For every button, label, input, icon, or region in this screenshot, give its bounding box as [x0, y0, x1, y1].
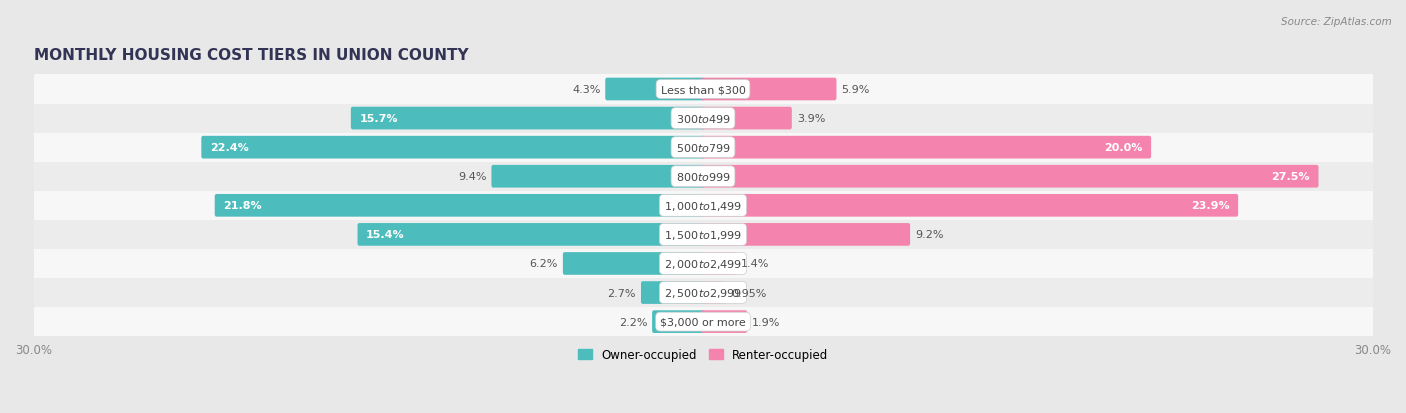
Text: $800 to $999: $800 to $999: [675, 171, 731, 183]
FancyBboxPatch shape: [702, 166, 1319, 188]
FancyBboxPatch shape: [11, 104, 1395, 133]
FancyBboxPatch shape: [702, 195, 1239, 217]
FancyBboxPatch shape: [11, 133, 1395, 162]
Legend: Owner-occupied, Renter-occupied: Owner-occupied, Renter-occupied: [572, 344, 834, 366]
Text: $2,500 to $2,999: $2,500 to $2,999: [664, 286, 742, 299]
FancyBboxPatch shape: [11, 249, 1395, 278]
Text: $1,000 to $1,499: $1,000 to $1,499: [664, 199, 742, 212]
FancyBboxPatch shape: [11, 162, 1395, 191]
Text: 23.9%: 23.9%: [1191, 201, 1230, 211]
Text: $2,000 to $2,499: $2,000 to $2,499: [664, 257, 742, 271]
Text: 20.0%: 20.0%: [1104, 143, 1143, 153]
Text: 15.4%: 15.4%: [366, 230, 405, 240]
FancyBboxPatch shape: [702, 78, 837, 101]
Text: 3.9%: 3.9%: [797, 114, 825, 124]
FancyBboxPatch shape: [352, 107, 704, 130]
FancyBboxPatch shape: [605, 78, 704, 101]
Text: $300 to $499: $300 to $499: [675, 113, 731, 125]
FancyBboxPatch shape: [215, 195, 704, 217]
FancyBboxPatch shape: [11, 307, 1395, 336]
FancyBboxPatch shape: [11, 220, 1395, 249]
Text: 2.7%: 2.7%: [607, 288, 636, 298]
Text: 15.7%: 15.7%: [360, 114, 398, 124]
Text: $3,000 or more: $3,000 or more: [661, 317, 745, 327]
Text: 1.4%: 1.4%: [741, 259, 769, 269]
Text: 5.9%: 5.9%: [841, 85, 870, 95]
FancyBboxPatch shape: [702, 223, 910, 246]
Text: Source: ZipAtlas.com: Source: ZipAtlas.com: [1281, 17, 1392, 26]
FancyBboxPatch shape: [11, 75, 1395, 104]
Text: 4.3%: 4.3%: [572, 85, 600, 95]
FancyBboxPatch shape: [357, 223, 704, 246]
FancyBboxPatch shape: [652, 311, 704, 333]
Text: 0.95%: 0.95%: [731, 288, 766, 298]
Text: 21.8%: 21.8%: [224, 201, 262, 211]
Text: 6.2%: 6.2%: [530, 259, 558, 269]
Text: 27.5%: 27.5%: [1271, 172, 1310, 182]
FancyBboxPatch shape: [702, 107, 792, 130]
Text: $1,500 to $1,999: $1,500 to $1,999: [664, 228, 742, 241]
Text: 9.4%: 9.4%: [458, 172, 486, 182]
Text: Less than $300: Less than $300: [661, 85, 745, 95]
Text: 2.2%: 2.2%: [619, 317, 647, 327]
Text: 22.4%: 22.4%: [209, 143, 249, 153]
FancyBboxPatch shape: [201, 136, 704, 159]
FancyBboxPatch shape: [702, 136, 1152, 159]
FancyBboxPatch shape: [562, 252, 704, 275]
Text: MONTHLY HOUSING COST TIERS IN UNION COUNTY: MONTHLY HOUSING COST TIERS IN UNION COUN…: [34, 48, 468, 63]
Text: $500 to $799: $500 to $799: [675, 142, 731, 154]
FancyBboxPatch shape: [702, 311, 747, 333]
FancyBboxPatch shape: [11, 191, 1395, 220]
FancyBboxPatch shape: [11, 278, 1395, 307]
FancyBboxPatch shape: [702, 282, 725, 304]
Text: 1.9%: 1.9%: [752, 317, 780, 327]
Text: 9.2%: 9.2%: [915, 230, 943, 240]
FancyBboxPatch shape: [492, 166, 704, 188]
FancyBboxPatch shape: [641, 282, 704, 304]
FancyBboxPatch shape: [702, 252, 735, 275]
